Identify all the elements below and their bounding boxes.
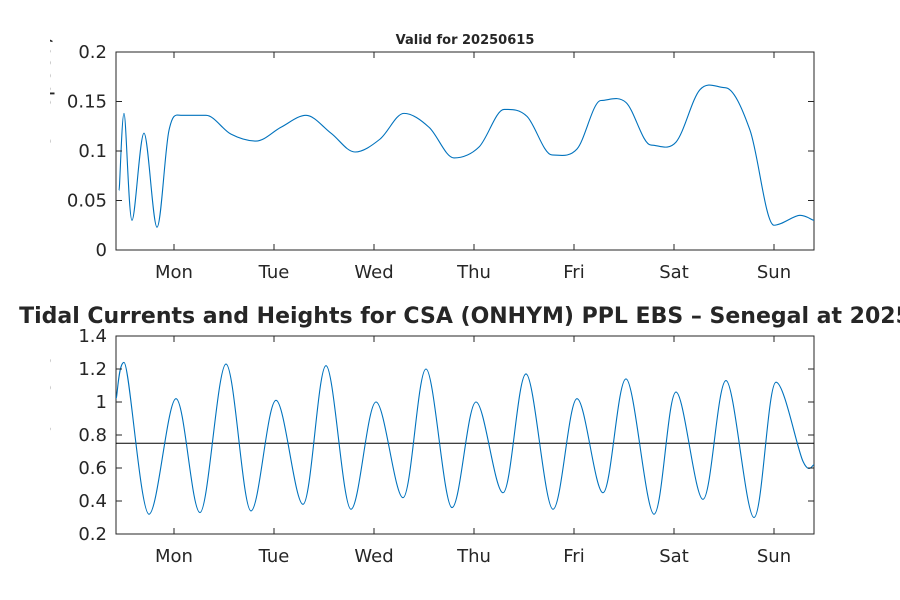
x-tick-label-mon: Mon: [155, 546, 193, 567]
y-tick-label: 1.2: [78, 359, 107, 380]
y-tick-label: 0.05: [67, 191, 107, 212]
tidal-height-x-ticks: Mon Tue Wed Thu Fri Sat Sun: [155, 336, 791, 567]
x-tick-label-wed: Wed: [354, 546, 393, 567]
x-tick-label-fri: Fri: [563, 546, 584, 567]
x-tick-label-thu: Thu: [456, 262, 491, 283]
current-speed-y-label: Surface tidal current speed, knots: [31, 0, 55, 329]
current-speed-title: Valid for 20250615: [396, 33, 535, 48]
x-tick-label-sun: Sun: [757, 262, 791, 283]
x-tick-label-mon: Mon: [155, 262, 193, 283]
y-tick-label: 1: [96, 392, 107, 413]
series-line-current-speed: [118, 84, 814, 228]
series-line-tidal-height: [116, 361, 814, 519]
current-speed-plot-box: [115, 51, 815, 251]
y-tick-label: 0.2: [78, 42, 107, 63]
tidal-height-plot-area: [116, 361, 814, 519]
current-speed-plot-area: [118, 84, 814, 228]
tidal-height-y-ticks: 0.2 0.4 0.6 0.8 1 1.2 1.4: [78, 326, 814, 545]
current-speed-x-ticks: Mon Tue Wed Thu Fri Sat Sun: [155, 52, 791, 283]
x-tick-label-tue: Tue: [258, 546, 290, 567]
y-tick-label: 0.6: [78, 458, 107, 479]
y-tick-label: 0.1: [78, 141, 107, 162]
y-tick-label: 0.2: [78, 524, 107, 545]
figure-title: Tidal Currents and Heights for CSA (ONHY…: [19, 304, 900, 329]
x-tick-label-fri: Fri: [563, 262, 584, 283]
x-tick-label-tue: Tue: [258, 262, 290, 283]
tidal-height-y-label: Tidal Height relative to LAT, m: [31, 276, 55, 595]
y-tick-label: 0.4: [78, 491, 107, 512]
x-tick-label-sat: Sat: [659, 546, 689, 567]
tidal-height-plot-box: [115, 335, 815, 535]
x-tick-label-sun: Sun: [757, 546, 791, 567]
y-tick-label: 0.15: [67, 92, 107, 113]
x-tick-label-wed: Wed: [354, 262, 393, 283]
y-tick-label: 1.4: [78, 326, 107, 347]
y-tick-label: 0.8: [78, 425, 107, 446]
y-tick-label: 0: [96, 240, 107, 261]
current-speed-y-ticks: 0 0.05 0.1 0.15 0.2: [67, 42, 814, 261]
tidal-height-axes: 0.2 0.4 0.6 0.8 1 1.2 1.4 Mon Tue Wed Thu Fri Sat Su…: [31, 276, 815, 595]
current-speed-axes: 0 0.05 0.1 0.15 0.2 Mon Tue Wed Thu Fri Sat Sun Va…: [31, 0, 815, 329]
x-tick-label-sat: Sat: [659, 262, 689, 283]
x-tick-label-thu: Thu: [456, 546, 491, 567]
